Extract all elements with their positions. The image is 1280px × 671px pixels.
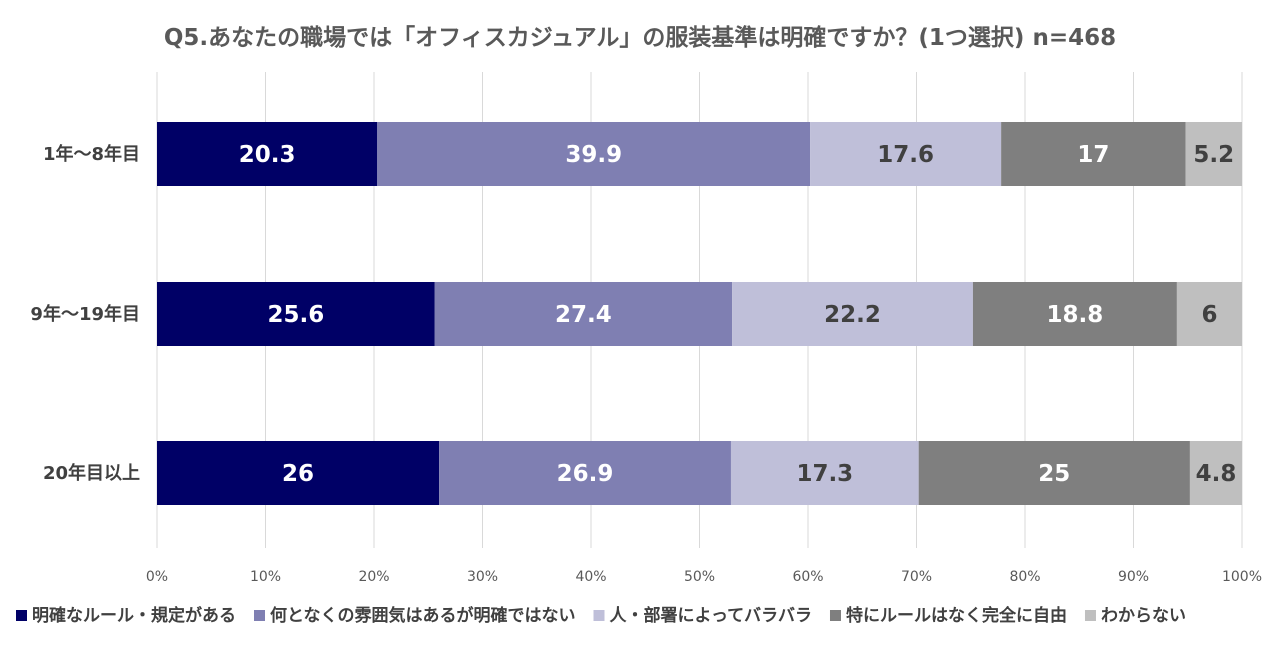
- x-tick-label: 100%: [1222, 569, 1262, 585]
- x-tick-label: 90%: [1118, 569, 1149, 585]
- bar-data-label: 5.2: [1193, 142, 1234, 168]
- bar-segment: [810, 122, 1002, 186]
- bar-segment: [918, 441, 1190, 505]
- bar-data-label: 22.2: [824, 302, 881, 328]
- bar-segment: [439, 441, 731, 505]
- x-tick-label: 10%: [250, 569, 281, 585]
- bar-data-label: 26: [282, 461, 314, 487]
- category-label: 1年～8年目: [43, 143, 140, 165]
- bar-data-label: 25: [1038, 461, 1070, 487]
- legend-swatch: [16, 610, 27, 621]
- x-tick-label: 20%: [358, 569, 389, 585]
- x-tick-label: 40%: [575, 569, 606, 585]
- legend-swatch: [829, 610, 841, 621]
- bar-segment: [1189, 441, 1242, 505]
- legend-label: わからない: [1101, 606, 1186, 626]
- bar-segment: [157, 122, 378, 186]
- legend-label: 特にルールはなく完全に自由: [846, 605, 1067, 626]
- legend-swatch: [593, 610, 605, 621]
- bar-segment: [972, 282, 1177, 346]
- legend: 明確なルール・規定がある 何となくの雰囲気はあるが明確ではない 人・部署によってバラ…: [16, 605, 1186, 626]
- bar-segment: [732, 282, 973, 346]
- legend-label: 何となくの雰囲気はあるが明確ではない: [270, 605, 576, 626]
- bar-data-label: 6: [1201, 302, 1217, 328]
- bar-segment: [157, 282, 435, 346]
- category-label: 20年目以上: [43, 462, 140, 484]
- bar-segment: [434, 282, 733, 346]
- bar-data-label: 4.8: [1196, 461, 1237, 487]
- bars: 20.3 39.9 17.6 17 5.2 25.6 27.4 22.2 18.8 6 26 26.9…: [157, 122, 1242, 505]
- chart-title: Q5.あなたの職場では「オフィスカジュアル」の服装基準は明確ですか？(1つ選択)…: [164, 24, 1116, 51]
- legend-swatch: [1084, 610, 1096, 621]
- x-tick-label: 80%: [1009, 569, 1040, 585]
- bar-data-label: 20.3: [239, 142, 296, 168]
- bar-segment: [730, 441, 919, 505]
- category-labels: 1年～8年目 9年～19年目 20年目以上: [30, 143, 140, 484]
- category-label: 9年～19年目: [30, 303, 140, 325]
- bar-segment: [1001, 122, 1186, 186]
- bar-segment: [1176, 282, 1242, 346]
- x-tick-label: 60%: [792, 569, 823, 585]
- x-tick-label: 50%: [684, 569, 715, 585]
- bar-data-label: 25.6: [268, 302, 325, 328]
- bar-data-label: 39.9: [565, 142, 622, 168]
- x-tick-label: 30%: [467, 569, 498, 585]
- legend-label: 明確なルール・規定がある: [32, 605, 236, 626]
- bar-data-label: 17: [1077, 142, 1109, 168]
- bar-data-label: 18.8: [1047, 302, 1104, 328]
- bar-data-label: 17.6: [877, 142, 934, 168]
- legend-label: 人・部署によってバラバラ: [610, 605, 812, 626]
- legend-swatch: [254, 610, 265, 621]
- x-tick-label: 0%: [146, 569, 168, 585]
- bar-segment: [157, 441, 440, 505]
- bar-data-label: 27.4: [555, 302, 612, 328]
- bar-data-label: 26.9: [557, 461, 614, 487]
- bar-segment: [1185, 122, 1242, 186]
- x-tick-label: 70%: [901, 569, 932, 585]
- x-axis-ticks: 0% 10% 20% 30% 40% 50% 60% 70% 80% 90% 100%: [146, 569, 1262, 585]
- bar-data-label: 17.3: [796, 461, 853, 487]
- bar-segment: [377, 122, 811, 186]
